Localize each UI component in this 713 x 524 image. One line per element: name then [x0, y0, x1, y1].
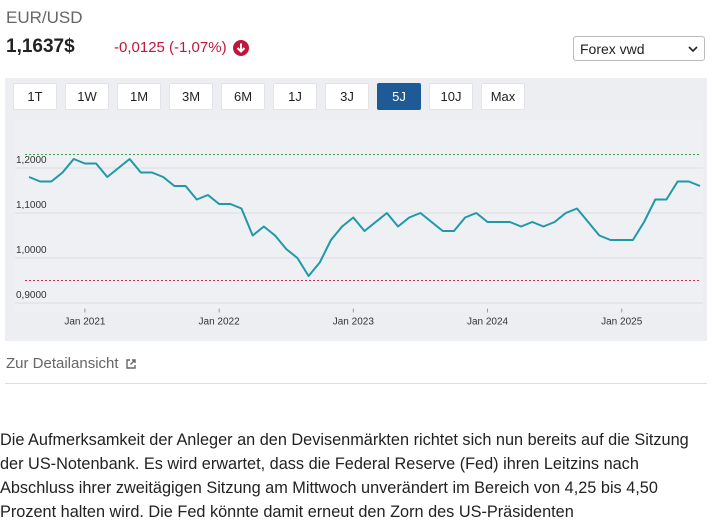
range-button[interactable]: 1W: [65, 83, 109, 110]
x-tick-label: Jan 2024: [467, 317, 509, 328]
divider: [5, 383, 707, 384]
range-button[interactable]: 6M: [221, 83, 265, 110]
external-icon: [125, 358, 136, 369]
range-buttons: 1T 1W 1M 3M 6M 1J 3J 5J 10J Max: [13, 83, 525, 110]
y-tick-label: 1,2000: [16, 155, 47, 166]
y-tick-label: 0,9000: [16, 290, 47, 301]
detail-link[interactable]: Zur Detailansicht: [6, 355, 137, 372]
source-select[interactable]: Forex vwd: [573, 36, 705, 61]
price-change: -0,0125 (-1,07%): [114, 39, 249, 56]
chevron: [688, 45, 698, 52]
y-tick-label: 1,0000: [16, 245, 47, 256]
article-paragraph: Die Aufmerksamkeit der Anleger an den De…: [0, 431, 689, 521]
change-text: -0,0125 (-1,07%): [114, 39, 227, 56]
range-button[interactable]: 1M: [117, 83, 161, 110]
x-tick-label: Jan 2025: [601, 317, 643, 328]
y-tick-label: 1,1000: [16, 200, 47, 211]
chart: 0,9000 1,0000 1,1000 1,2000 Jan 2021 Jan 2022…: [15, 119, 703, 328]
link-text: Zur Detailansicht: [6, 355, 119, 372]
plot-area: [15, 119, 703, 312]
chart-panel: 0,9000 1,0000 1,1000 1,2000 Jan 2021 Jan 2022…: [5, 78, 707, 341]
down-icon: [232, 39, 249, 56]
range-button[interactable]: 5J: [377, 83, 421, 110]
range-button[interactable]: 3M: [169, 83, 213, 110]
range-button[interactable]: 10J: [429, 83, 473, 110]
range-button[interactable]: Max: [481, 83, 525, 110]
range-button[interactable]: 1J: [273, 83, 317, 110]
price: 1,1637$: [6, 36, 75, 57]
range-button[interactable]: 3J: [325, 83, 369, 110]
x-tick-label: Jan 2022: [199, 317, 241, 328]
x-tick-label: Jan 2021: [64, 317, 106, 328]
x-tick-label: Jan 2023: [333, 317, 375, 328]
currency-pair: EUR/USD: [6, 8, 83, 27]
range-button[interactable]: 1T: [13, 83, 57, 110]
select-text: Forex vwd: [580, 40, 645, 57]
price-line: [28, 158, 701, 277]
